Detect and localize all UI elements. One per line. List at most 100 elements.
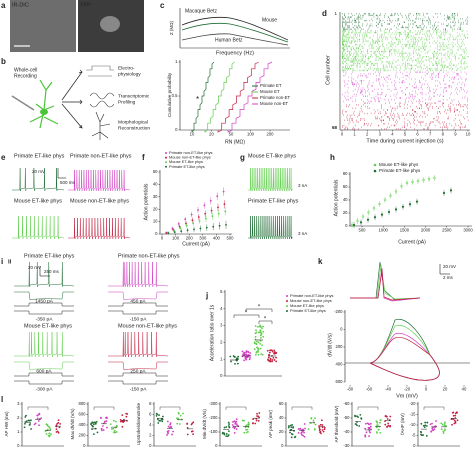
data-point: [23, 426, 26, 429]
data-point: [227, 425, 230, 427]
tick-label: 0: [340, 327, 343, 332]
data-point: [442, 430, 445, 433]
data-point: [373, 216, 377, 219]
legend-label: Primate non-ET: [260, 95, 290, 100]
data-point: [185, 222, 187, 225]
data-point: [422, 424, 425, 427]
label: Acceleration ratio over 1s: [209, 304, 215, 361]
label: 250 ms: [44, 269, 60, 274]
pipette: [11, 95, 35, 111]
label: Mouse ET-like phys: [24, 323, 72, 329]
data-point: [323, 428, 326, 431]
data-point: [387, 210, 391, 214]
data-point: [376, 432, 379, 434]
label: YFP: [80, 2, 91, 8]
label: -150 pA: [130, 316, 148, 322]
data-point: [454, 414, 457, 417]
label: -300 pA: [36, 386, 54, 392]
tick-label: 8: [442, 132, 445, 137]
data-point: [364, 422, 367, 425]
data-point: [360, 417, 363, 420]
legend-label: Mouse non-ET-like phys: [290, 298, 332, 303]
legend-marker: [286, 295, 288, 297]
data-point: [24, 416, 27, 418]
data-point: [58, 426, 61, 429]
data-point: [186, 433, 189, 436]
data-point: [186, 423, 189, 425]
icon-trace: [86, 65, 114, 77]
data-point: [92, 423, 95, 426]
data-point: [254, 335, 257, 338]
data-point: [177, 222, 180, 225]
trace: [12, 215, 65, 240]
data-point: [303, 435, 306, 438]
data-point: [121, 425, 124, 428]
data-point: [378, 425, 381, 428]
tick-label: 200: [336, 344, 344, 349]
significance-bracket: [159, 406, 181, 410]
data-point: [424, 421, 427, 424]
data-point: [268, 354, 270, 357]
tick-label: 200: [79, 433, 87, 438]
trace: [108, 361, 168, 371]
label: Z (MΩ): [169, 20, 174, 35]
tick-label: 1: [353, 132, 356, 137]
data-point: [247, 351, 250, 354]
label: 20 mV: [28, 265, 41, 270]
data-point: [443, 424, 446, 427]
tick-label: 7: [429, 132, 432, 137]
data-point: [322, 430, 325, 433]
data-point: [172, 430, 174, 433]
tick-label: 20: [209, 132, 214, 137]
data-point: [297, 431, 300, 434]
tick-label: 20: [343, 210, 348, 215]
data-point: [248, 358, 251, 361]
panel-label: b: [1, 57, 6, 66]
data-point: [217, 212, 220, 215]
data-point: [45, 433, 48, 435]
data-point: [106, 417, 108, 420]
significance-bracket: [93, 406, 115, 410]
label: Cell number: [325, 55, 331, 85]
data-point: [429, 423, 432, 426]
data-point: [210, 209, 213, 212]
data-point: [241, 350, 244, 353]
legend-label: Primate ET-like phys: [169, 164, 205, 169]
data-point: [416, 179, 420, 183]
trace: [248, 215, 294, 240]
data-point: [364, 435, 367, 438]
data-point: [314, 417, 316, 420]
data-point: [425, 425, 428, 427]
data-point: [423, 426, 426, 429]
label: Mouse non-ET-like phys: [118, 323, 177, 329]
trace: [68, 217, 131, 240]
tick-label: 0: [17, 443, 20, 448]
data-point: [184, 218, 187, 221]
data-point: [270, 349, 273, 352]
tick-label: -40: [385, 387, 392, 392]
data-point: [122, 421, 125, 423]
tick-label: -50: [343, 415, 350, 420]
impedance-curve: [181, 22, 289, 43]
data-point: [269, 359, 272, 361]
data-point: [241, 355, 244, 358]
data-point: [233, 420, 236, 423]
data-point: [167, 432, 170, 434]
current-step: [14, 302, 74, 315]
data-point: [102, 429, 105, 431]
data-point: [222, 190, 225, 193]
data-point: [258, 331, 260, 334]
data-point: [191, 219, 194, 222]
legend-marker: [165, 156, 167, 159]
data-point: [307, 428, 310, 431]
label: Human Betz: [215, 37, 243, 43]
data-point: [380, 213, 384, 216]
data-point: [432, 429, 435, 432]
data-point: [303, 423, 306, 425]
data-point: [379, 431, 382, 434]
data-point: [253, 341, 256, 344]
data-point: [290, 426, 293, 429]
label: Frequency (Hz): [216, 50, 254, 56]
data-point: [243, 351, 246, 354]
data-point: [257, 350, 260, 353]
